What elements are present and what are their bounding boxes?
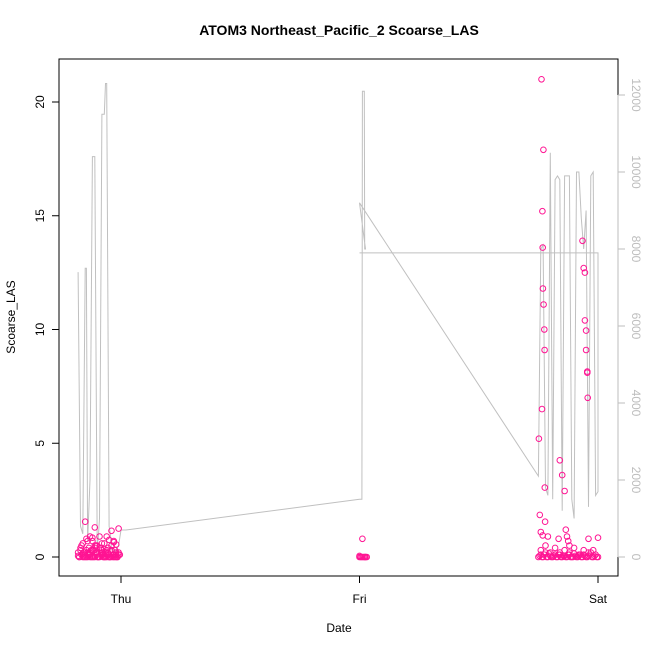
data-point <box>555 535 562 543</box>
y-tick-label: 10 <box>33 323 47 337</box>
y2-tick-label: 2000 <box>629 467 643 494</box>
data-point <box>556 457 564 464</box>
x-tick-label: Sat <box>589 592 608 606</box>
data-point <box>537 528 545 536</box>
data-point <box>584 394 592 402</box>
data-point <box>567 553 574 561</box>
data-point <box>562 526 570 534</box>
data-point <box>585 535 592 543</box>
data-point <box>582 327 590 334</box>
data-point <box>112 551 120 559</box>
y2-tick-label: 10000 <box>629 155 643 189</box>
x-axis-label: Date <box>326 621 352 635</box>
secondary-series-line <box>77 83 599 555</box>
data-point <box>359 535 366 543</box>
data-point <box>580 264 588 272</box>
data-point <box>581 269 589 276</box>
y2-tick-label: 8000 <box>629 236 643 263</box>
data-point <box>593 553 601 561</box>
secondary-line-layer <box>77 83 599 555</box>
data-point <box>547 549 554 556</box>
data-point <box>96 533 103 540</box>
data-point <box>541 518 549 526</box>
data-point <box>575 551 583 559</box>
y2-tick-label: 4000 <box>629 390 643 417</box>
data-point <box>538 405 546 413</box>
y-axis-label: Scoarse_LAS <box>4 280 18 353</box>
data-point <box>561 487 568 495</box>
data-point <box>539 285 547 292</box>
data-point <box>535 435 543 443</box>
y2-tick-label: 0 <box>629 554 643 561</box>
data-point <box>108 527 115 535</box>
data-point <box>91 542 99 549</box>
data-point <box>541 484 549 491</box>
x-tick-label: Thu <box>111 592 132 606</box>
y-tick-label: 0 <box>33 553 47 560</box>
data-point <box>541 346 548 354</box>
y-axis: 0 5 10 15 20 <box>33 95 60 560</box>
data-point <box>105 553 113 561</box>
data-point <box>541 326 548 333</box>
data-point <box>542 542 549 549</box>
y-tick-label: 20 <box>33 95 47 109</box>
data-point <box>566 549 573 556</box>
data-point <box>540 146 547 154</box>
data-point <box>539 207 546 215</box>
y2-axis: 0 2000 4000 6000 8000 10000 12000 <box>617 78 643 561</box>
y2-tick-label: 12000 <box>629 78 643 112</box>
data-point <box>579 237 586 245</box>
data-point <box>537 546 545 554</box>
data-point <box>536 511 544 519</box>
data-point <box>556 551 564 559</box>
data-point <box>115 525 122 532</box>
x-axis: Thu Fri Sat <box>111 575 608 606</box>
chart-title: ATOM3 Northeast_Pacific_2 Scoarse_LAS <box>199 22 479 38</box>
y-tick-label: 15 <box>33 209 47 223</box>
data-point <box>589 546 597 554</box>
data-point <box>361 553 369 561</box>
data-point <box>566 542 573 549</box>
y2-tick-label: 6000 <box>629 313 643 340</box>
data-point <box>564 537 572 545</box>
data-point <box>116 551 124 559</box>
data-point <box>594 534 602 542</box>
data-point <box>551 544 559 552</box>
data-point <box>112 541 120 548</box>
data-point <box>540 301 547 308</box>
data-point <box>539 532 547 539</box>
x-tick-label: Fri <box>353 592 367 606</box>
data-point <box>93 542 101 549</box>
data-point <box>544 533 552 540</box>
data-point <box>584 368 591 375</box>
data-point <box>581 317 589 324</box>
data-point <box>108 546 115 554</box>
data-point <box>91 524 99 531</box>
data-point <box>86 533 94 540</box>
points-layer <box>74 76 602 561</box>
data-point <box>81 518 89 526</box>
data-point <box>538 76 545 83</box>
data-point <box>582 346 590 354</box>
data-point <box>101 545 108 553</box>
data-point <box>78 542 85 549</box>
data-point <box>558 471 566 479</box>
data-point <box>539 244 547 251</box>
y-tick-label: 5 <box>33 440 47 447</box>
plot-frame <box>58 58 619 577</box>
data-point <box>563 533 571 540</box>
